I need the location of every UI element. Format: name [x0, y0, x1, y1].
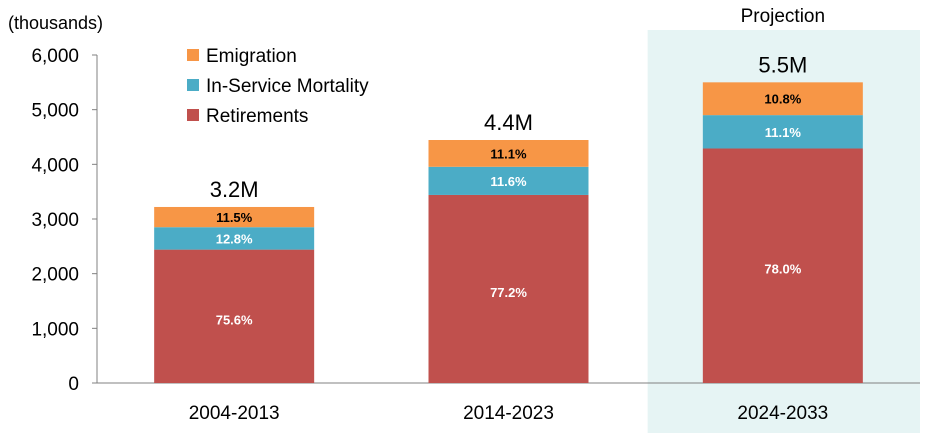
y-tick-label: 1,000 [31, 319, 79, 340]
legend: Emigration In-Service Mortality Retirement… [187, 46, 369, 127]
y-tick-label: 5,000 [31, 101, 79, 122]
segment-percent-label: 78.0% [764, 262, 801, 277]
y-tick-label: 2,000 [31, 265, 79, 286]
legend-label: In-Service Mortality [206, 76, 369, 97]
y-axis-unit-label: (thousands) [8, 13, 103, 33]
legend-swatch [187, 79, 199, 91]
segment-percent-label: 10.8% [764, 92, 801, 107]
bar-total-label: 5.5M [758, 52, 807, 77]
y-tick-label: 4,000 [31, 155, 79, 176]
x-category-label: 2014-2023 [463, 403, 554, 424]
bar-segment-in-service-mortality [702, 115, 863, 149]
labels-layer: 75.6% 12.8% 11.5% 3.2M 77.2% 11.6% 11.1% 4.4M 78… [210, 52, 808, 327]
bar-segment-retirements [154, 249, 315, 383]
segment-percent-label: 11.1% [490, 146, 527, 161]
legend-swatch [187, 109, 199, 121]
axis-layer: 0 1,000 2,000 3,000 4,000 5,000 6,000 (thousand… [8, 13, 920, 424]
x-category-label: 2004-2013 [189, 403, 280, 424]
projection-label: Projection [741, 6, 826, 27]
bar-segment-in-service-mortality [154, 227, 315, 250]
y-tick-label: 6,000 [31, 46, 79, 67]
segment-percent-label: 12.8% [216, 231, 253, 246]
segment-percent-label: 11.6% [490, 174, 527, 189]
bars-layer [154, 82, 863, 383]
legend-label: Retirements [206, 106, 308, 127]
bar-segment-emigration [428, 140, 589, 167]
bar-segment-emigration [154, 206, 315, 228]
legend-label: Emigration [206, 46, 297, 67]
bar-segment-in-service-mortality [428, 166, 589, 195]
bar-total-label: 4.4M [484, 110, 533, 135]
y-tick-label: 3,000 [31, 210, 79, 231]
segment-percent-label: 11.5% [216, 210, 253, 225]
y-tick-label: 0 [68, 374, 79, 395]
segment-percent-label: 75.6% [216, 312, 253, 327]
bar-segment-emigration [702, 82, 863, 116]
segment-percent-label: 11.1% [765, 125, 802, 140]
legend-swatch [187, 49, 199, 61]
bar-total-label: 3.2M [210, 177, 259, 202]
segment-percent-label: 77.2% [490, 285, 527, 300]
x-category-label: 2024-2033 [737, 403, 828, 424]
bar-segment-retirements [428, 194, 589, 383]
bar-segment-retirements [702, 148, 863, 383]
